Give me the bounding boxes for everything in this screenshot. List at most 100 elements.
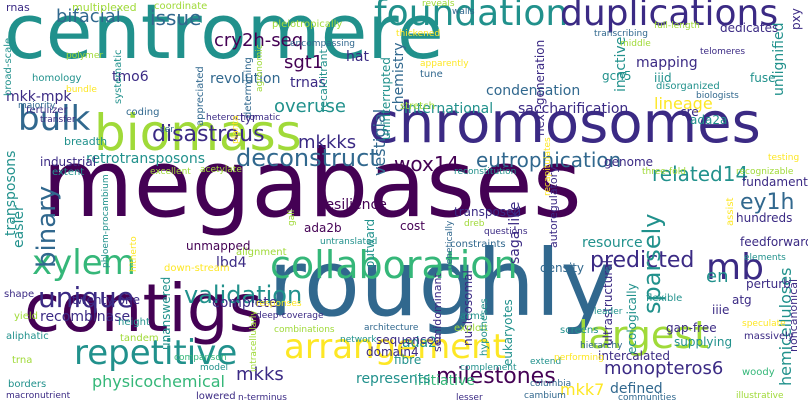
word-coding: coding [126, 107, 160, 118]
word-saccharification: saccharification [518, 101, 629, 117]
word-unique: unique [38, 281, 135, 314]
word-responses: responses [256, 299, 302, 309]
word-comparison: comparison [174, 353, 227, 363]
word-international: international [404, 101, 494, 117]
word-unanswered: unanswered [159, 276, 173, 350]
word-tyr: tyr [240, 111, 257, 125]
word-mkks: mkks [236, 364, 284, 385]
word-network: network [340, 335, 377, 345]
word-recombinase: recombinase [40, 309, 131, 325]
word-ada2a: ada2a [690, 113, 728, 127]
word-phloem-procambium: phloem-procambium [101, 174, 111, 268]
word-initiative: initiative [414, 373, 475, 389]
word-three-fold: three-fold [642, 167, 686, 177]
word-megabases: megabases [42, 130, 582, 239]
word-dreb: dreb [464, 219, 485, 229]
word-nucleosomal: nucleosomal [461, 270, 475, 346]
word-yield: yield [14, 311, 38, 322]
word-trnas: trnas [290, 75, 326, 91]
word-en: en [706, 266, 729, 287]
word-mkk7: mkk7 [560, 380, 605, 399]
word-ada2: ada2 [402, 335, 437, 351]
word-broad-scale: broad-scale [3, 37, 14, 96]
word-extend: extend [530, 357, 562, 367]
word-encompassing: encompassing [290, 39, 355, 49]
word-ultrastructural: ultrastructural [601, 260, 615, 346]
word-disastrous: disastrous [152, 122, 265, 147]
word-issue: issue [150, 6, 202, 30]
word-represents: represents [356, 371, 431, 387]
word-constraints: constraints [450, 239, 506, 250]
word-tmo6: tmo6 [112, 69, 149, 85]
word-gap-free: gap-free [666, 321, 717, 335]
word-hundreds: hundreds [736, 211, 793, 225]
word-systematic: systematic [113, 49, 124, 104]
word-majority: majority [18, 101, 56, 111]
word-defined: defined [610, 381, 663, 397]
word-validation: validation [184, 281, 303, 309]
word-testing: testing [768, 153, 800, 163]
word-iiid: iiid [654, 71, 672, 85]
word-mapping: mapping [636, 55, 698, 71]
word-centromere: centromere [4, 0, 444, 76]
word-bundle: bundle [66, 85, 97, 95]
word-tandem: tandem [120, 333, 159, 344]
word-foundation: foundation [374, 0, 569, 34]
word-borders: borders [8, 379, 47, 390]
word-mkk-mpk: mkk-mpk [6, 89, 72, 105]
word-deep-coverage: deep-coverage [256, 311, 324, 321]
word-bulk: bulk [18, 99, 91, 139]
word-binary: binary [32, 185, 62, 268]
word-revolution: revolution [210, 71, 281, 87]
word-elements: elements [744, 253, 786, 263]
word-industrial: industrial [40, 155, 97, 169]
word-multiplexed: multiplexed [72, 1, 137, 14]
word-exploit: exploit [454, 323, 488, 334]
word-mkkks: mkkks [298, 132, 357, 153]
word-appreciated: appreciated [195, 66, 206, 126]
word-monopteros6: monopteros6 [604, 358, 724, 379]
word-agronomic: agronomic [255, 44, 265, 92]
word-ser: ser [160, 125, 174, 135]
word-hierarchy: hierarchy [580, 341, 623, 351]
word-next-generation: next-generation [533, 39, 547, 136]
word-walls: walls [452, 7, 475, 17]
word-extent: extent [52, 167, 85, 178]
word-transfer: transfer [40, 115, 76, 125]
word-easier: easier [11, 205, 27, 248]
word-uninterrupted: uninterrupted [379, 57, 393, 140]
word-excellent: excellent [150, 167, 191, 177]
word-arrangement: arrangement [284, 327, 506, 367]
word-coordinate: coordinate [154, 1, 208, 12]
word-bifacial: bifacial [56, 6, 121, 27]
word-genome: genome [604, 155, 654, 169]
word-determining: determining [243, 57, 254, 118]
word-gall: gall [287, 209, 297, 226]
word-perturb: perturb [746, 277, 791, 291]
word-telomeres: telomeres [700, 47, 746, 57]
word-roughly: roughly [268, 230, 616, 337]
word-fibre: fibre [394, 353, 422, 367]
word-polymer: polymer [66, 51, 104, 61]
word-unmapped: unmapped [186, 239, 251, 253]
word-rnas: rnas [6, 1, 30, 14]
word-woody: woody [742, 367, 775, 378]
word-density: density [540, 261, 584, 275]
word-pxy: pxy [789, 8, 803, 30]
word-biomass: biomass [94, 104, 302, 162]
word-sgt1: sgt1 [284, 52, 324, 73]
word-disorganized: disorganized [656, 81, 720, 92]
word-chromosomes: chromosomes [368, 91, 761, 156]
word-architecture: architecture [364, 323, 419, 333]
word-hitherto: hitherto [129, 236, 139, 272]
word-transposed: transposed [454, 205, 522, 219]
word-thickened: thickened [396, 29, 441, 39]
word-overuse: overuse [274, 96, 346, 117]
word-supplying: supplying [674, 335, 733, 349]
word-cambium: cambium [524, 391, 566, 401]
word-model: model [200, 363, 229, 373]
word-predicted: predicted [590, 248, 695, 273]
word-dedicates: dedicates [720, 21, 779, 35]
word-hat: hat [346, 49, 369, 65]
